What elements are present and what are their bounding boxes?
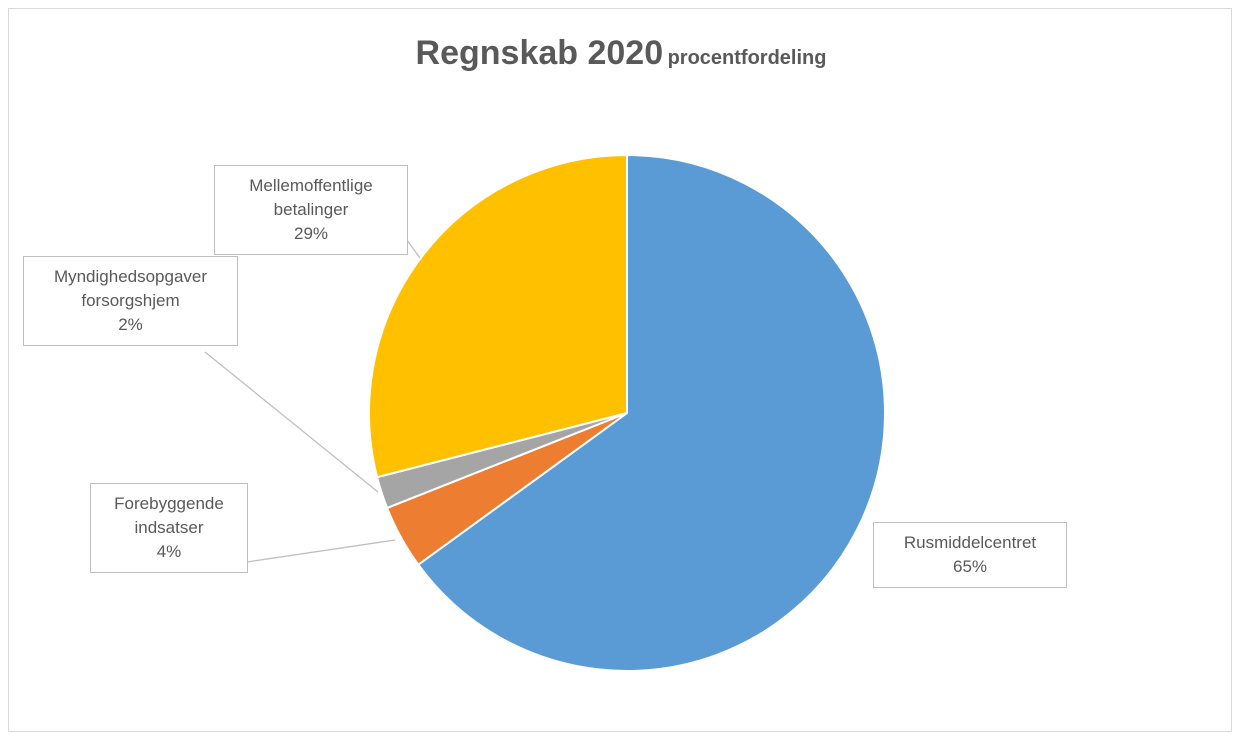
label-category: Myndighedsopgaver forsorgshjem bbox=[53, 267, 208, 310]
label-value: 65% bbox=[952, 557, 988, 576]
leader-line bbox=[246, 539, 396, 563]
data-label: Myndighedsopgaver forsorgshjem 2% bbox=[23, 256, 238, 346]
leader-line bbox=[406, 239, 421, 259]
pie-slice bbox=[368, 153, 628, 479]
label-value: 29% bbox=[293, 224, 329, 243]
chart-title: Regnskab 2020 bbox=[415, 34, 664, 72]
label-value: 2% bbox=[118, 315, 143, 334]
label-category: Forebyggende indsatser bbox=[114, 494, 224, 537]
data-label: Mellemoffentlige betalinger 29% bbox=[214, 165, 408, 255]
label-value: 4% bbox=[156, 542, 182, 561]
pie-slice bbox=[416, 153, 886, 672]
leader-line bbox=[204, 351, 379, 493]
chart-subtitle: procentfordeling bbox=[667, 47, 827, 69]
chart-frame bbox=[8, 8, 1232, 732]
chart-title-block: Regnskab 2020 procentfordeling bbox=[0, 34, 1242, 73]
data-label: Forebyggende indsatser 4% bbox=[90, 483, 248, 573]
label-category: Mellemoffentlige betalinger bbox=[249, 176, 373, 219]
data-label: Rusmiddelcentret 65% bbox=[873, 522, 1067, 588]
label-category: Rusmiddelcentret bbox=[903, 533, 1037, 552]
